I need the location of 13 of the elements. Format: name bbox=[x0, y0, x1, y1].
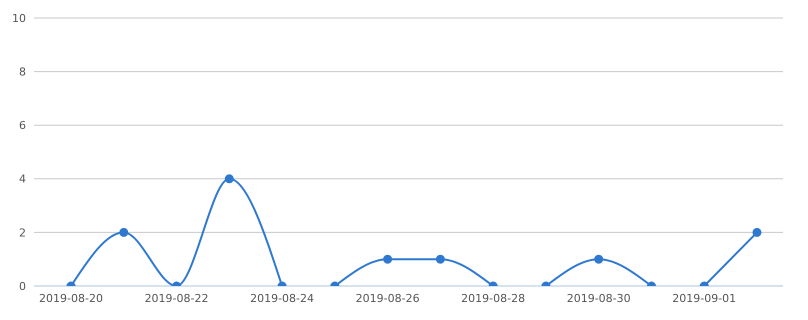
x-tick-label: 2019-08-20 bbox=[39, 292, 103, 305]
x-tick-label: 2019-09-01 bbox=[672, 292, 736, 305]
y-tick-label: 0 bbox=[19, 280, 26, 293]
x-tick-label: 2019-08-26 bbox=[356, 292, 420, 305]
y-tick-label: 8 bbox=[19, 66, 26, 79]
y-tick-label: 4 bbox=[19, 172, 26, 186]
x-tick-label: 2019-08-28 bbox=[461, 292, 526, 305]
x-tick-label: 2019-08-22 bbox=[144, 292, 209, 305]
x-tick-label: 2019-08-30 bbox=[566, 292, 631, 305]
x-tick-label: 2019-08-24 bbox=[250, 292, 314, 305]
y-tick-label: 2 bbox=[19, 226, 26, 240]
y-tick-label: 10 bbox=[12, 12, 26, 25]
y-tick-label: 6 bbox=[19, 119, 26, 132]
